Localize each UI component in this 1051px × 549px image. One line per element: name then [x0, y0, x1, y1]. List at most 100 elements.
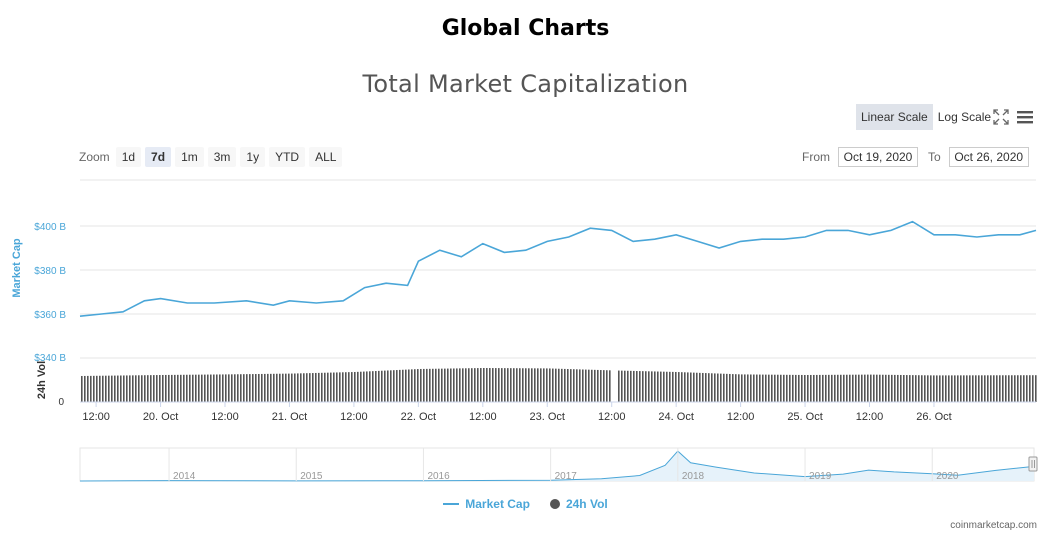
volume-bar: [387, 370, 389, 402]
volume-bar: [675, 371, 677, 402]
volume-bar: [402, 369, 404, 402]
volume-bar: [453, 368, 455, 402]
volume-bar: [780, 374, 782, 402]
volume-bar: [429, 368, 431, 402]
volume-bar: [750, 374, 752, 402]
volume-bar: [855, 374, 857, 402]
volume-bar: [426, 368, 428, 402]
volume-bar: [603, 370, 605, 402]
volume-bar: [174, 374, 176, 402]
volume-bar: [585, 369, 587, 402]
volume-bar: [519, 368, 521, 402]
volume-bar: [270, 373, 272, 402]
fullscreen-icon[interactable]: [993, 109, 1009, 125]
volume-bar: [465, 368, 467, 402]
volume-bar: [369, 371, 371, 402]
volume-bar: [984, 375, 986, 402]
zoom-label: Zoom: [79, 150, 110, 164]
volume-bar: [669, 371, 671, 402]
volume-bar: [495, 368, 497, 402]
volume-bar: [516, 368, 518, 402]
volume-bar: [825, 374, 827, 402]
volume-bar: [846, 374, 848, 402]
volume-bar: [969, 375, 971, 402]
zoom-all-button[interactable]: ALL: [309, 147, 343, 167]
volume-bar: [684, 372, 686, 402]
volume-bar: [753, 374, 755, 402]
volume-bar: [840, 374, 842, 402]
volume-bar: [399, 369, 401, 402]
volume-bar: [432, 368, 434, 402]
volume-bar: [207, 374, 209, 402]
volume-bar: [915, 375, 917, 402]
x-tick-label: 22. Oct: [401, 411, 436, 423]
volume-bar: [789, 374, 791, 402]
volume-bar: [642, 371, 644, 402]
legend-label: Market Cap: [465, 497, 530, 511]
volume-bar: [720, 373, 722, 402]
volume-bar: [792, 374, 794, 402]
volume-bar: [1035, 375, 1037, 402]
volume-bar: [1029, 375, 1031, 402]
volume-bar: [294, 373, 296, 402]
volume-bar: [900, 374, 902, 402]
volume-bar: [762, 374, 764, 402]
navigator-area: [80, 451, 1034, 481]
volume-bar: [348, 372, 350, 402]
zoom-ytd-button[interactable]: YTD: [269, 147, 306, 167]
volume-bar: [1017, 375, 1019, 402]
volume-bar: [945, 375, 947, 402]
volume-bar: [273, 373, 275, 402]
volume-bar: [903, 375, 905, 402]
to-date-input[interactable]: [948, 147, 1029, 167]
volume-bar: [474, 368, 476, 402]
zoom-1m-button[interactable]: 1m: [175, 147, 204, 167]
volume-bar: [375, 371, 377, 402]
volume-bar: [777, 374, 779, 402]
log-scale-button[interactable]: Log Scale: [937, 110, 992, 124]
linear-scale-button[interactable]: Linear Scale: [856, 104, 933, 130]
volume-bar: [459, 368, 461, 402]
volume-bar: [660, 371, 662, 402]
volume-bar: [324, 372, 326, 402]
zoom-7d-button[interactable]: 7d: [145, 147, 172, 167]
menu-icon[interactable]: [1016, 109, 1034, 125]
volume-bar: [108, 375, 110, 402]
zoom-1y-button[interactable]: 1y: [240, 147, 266, 167]
legend-24h-vol[interactable]: 24h Vol: [549, 497, 608, 511]
volume-bar: [975, 375, 977, 402]
volume-bar: [627, 370, 629, 402]
x-tick-label: 21. Oct: [272, 411, 307, 423]
volume-bar: [543, 368, 545, 402]
volume-bar: [183, 374, 185, 402]
volume-bar: [843, 374, 845, 402]
volume-bar: [267, 373, 269, 402]
volume-bar: [225, 374, 227, 402]
legend-market-cap[interactable]: Market Cap: [443, 497, 530, 511]
credits[interactable]: coinmarketcap.com: [950, 520, 1037, 531]
volume-bar: [492, 368, 494, 402]
zoom-1d-button[interactable]: 1d: [115, 147, 142, 167]
y-tick-label: $380 B: [34, 266, 66, 277]
zoom-3m-button[interactable]: 3m: [207, 147, 237, 167]
volume-bar: [1026, 375, 1028, 402]
volume-bar: [882, 374, 884, 402]
volume-bar: [816, 374, 818, 402]
volume-bar: [732, 374, 734, 402]
volume-bar: [657, 371, 659, 402]
volume-bar: [879, 374, 881, 402]
volume-bar: [786, 374, 788, 402]
page-title: Global Charts: [441, 16, 610, 41]
volume-bar: [528, 368, 530, 402]
volume-bar: [300, 373, 302, 402]
y-tick-label: $400 B: [34, 222, 66, 233]
volume-bar: [912, 375, 914, 402]
x-tick-label: 12:00: [598, 411, 626, 423]
navigator-year-label: 2018: [682, 471, 705, 482]
volume-bar: [906, 375, 908, 402]
volume-bar: [237, 374, 239, 402]
volume-bar: [483, 368, 485, 402]
volume-bar: [444, 368, 446, 402]
volume-bar: [471, 368, 473, 402]
from-date-input[interactable]: [838, 147, 918, 167]
